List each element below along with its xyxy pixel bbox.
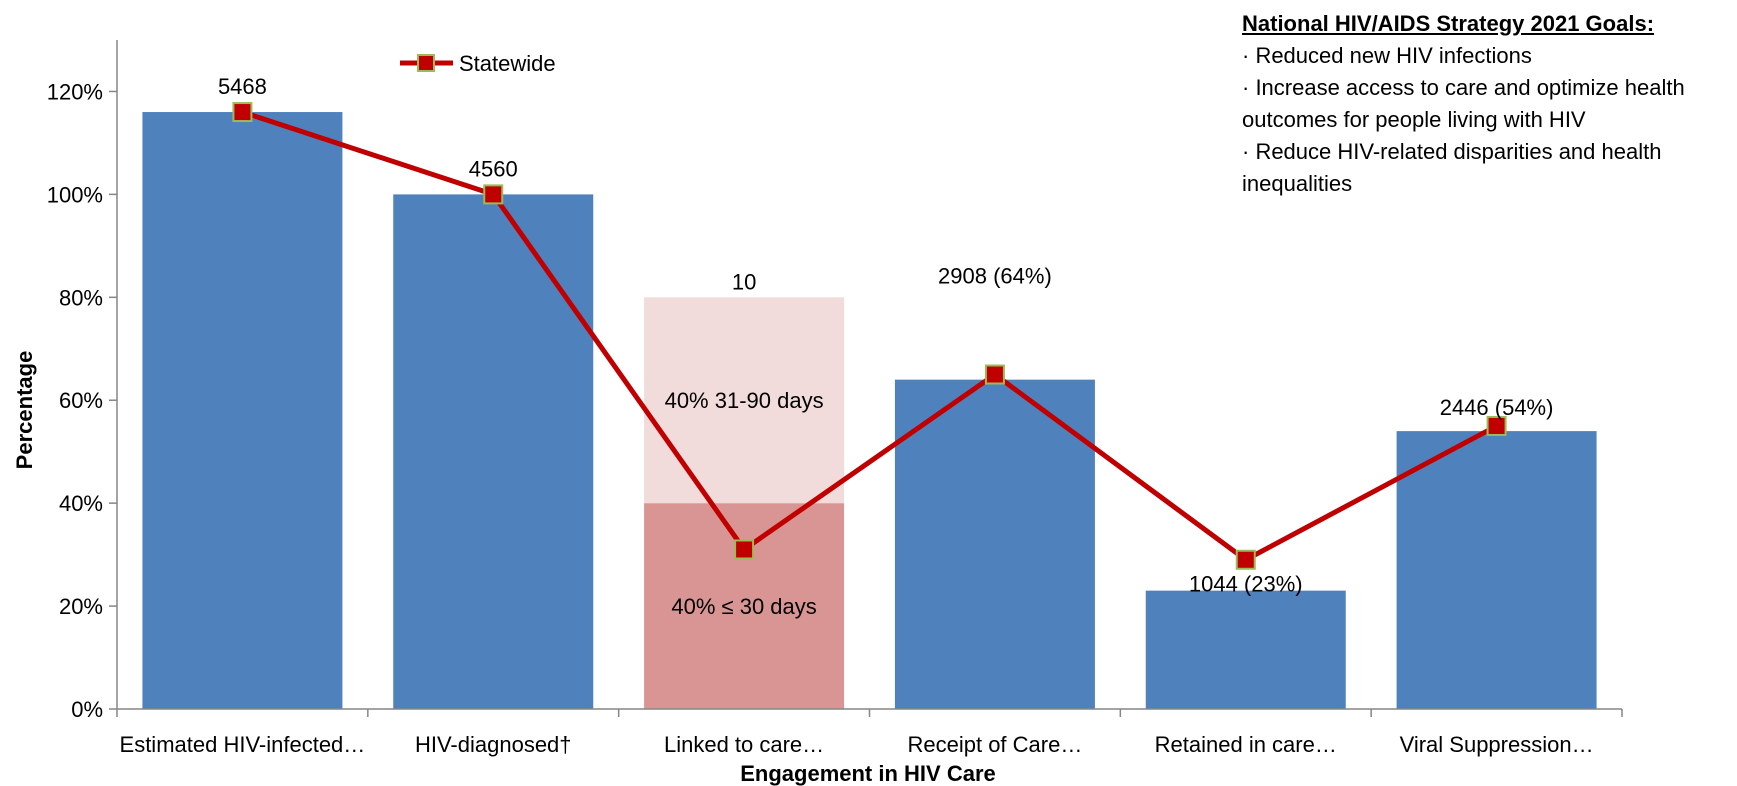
line-layer [232, 102, 1507, 570]
linkage-segment-label-2: 40% 31-90 days [665, 388, 824, 413]
y-tick-label: 120% [47, 79, 103, 104]
y-tick-label: 0% [71, 697, 103, 722]
statewide-point-2 [483, 184, 504, 205]
bar-4 [894, 379, 1095, 709]
linkage-segment-1 [644, 503, 845, 709]
statewide-point-6 [1486, 415, 1507, 436]
axes-layer: 0% 20% 40% 60% 80% 100% 120% Estimated HIV-infe… [47, 40, 1623, 757]
x-tick-label: Linked to care… [664, 732, 824, 757]
x-tick-label: Viral Suppression… [1400, 732, 1594, 757]
statewide-point-1 [232, 102, 253, 123]
y-tick-label: 100% [47, 182, 103, 207]
y-tick-label: 20% [59, 594, 103, 619]
statewide-point-5 [1235, 549, 1256, 570]
bar-label-1: 5468 [218, 74, 267, 99]
bar-label-4: 2908 (64%) [938, 263, 1052, 288]
bar-label-6: 2446 (54%) [1440, 395, 1554, 420]
y-axis-title: Percentage [12, 351, 37, 470]
goals-title: National HIV/AIDS Strategy 2021 Goals: [1242, 11, 1655, 36]
bar-label-3: 10 [732, 269, 756, 294]
y-tick-label: 60% [59, 388, 103, 413]
y-tick-label: 80% [59, 285, 103, 310]
bar-1 [142, 112, 343, 710]
x-tick-label: Retained in care… [1155, 732, 1337, 757]
x-tick-label: Estimated HIV-infected… [120, 732, 366, 757]
x-axis-title: Engagement in HIV Care [740, 761, 996, 786]
statewide-point-3 [734, 539, 755, 560]
labels-layer: 40% ≤ 30 days 40% 31-90 days 5468 4560 10 290… [218, 74, 1554, 619]
linkage-segment-label-1: 40% ≤ 30 days [671, 594, 816, 619]
bar-2 [393, 194, 594, 709]
legend-label-statewide: Statewide [459, 51, 556, 76]
legend: Statewide [400, 51, 556, 76]
bar-5 [1145, 590, 1346, 709]
goal-item-1: · Reduced new HIV infections [1242, 43, 1532, 68]
bar-label-5: 1044 (23%) [1189, 572, 1303, 597]
goal-item-2: · Increase access to care and optimize h… [1242, 75, 1685, 132]
statewide-point-4 [984, 364, 1005, 385]
strategy-goals-box: National HIV/AIDS Strategy 2021 Goals: ·… [1242, 8, 1732, 200]
bar-6 [1396, 431, 1597, 709]
x-tick-label: Receipt of Care… [907, 732, 1082, 757]
linkage-segment-2 [644, 297, 845, 504]
goal-item-3: · Reduce HIV-related disparities and hea… [1242, 139, 1662, 196]
statewide-line [241, 109, 1498, 563]
bars-layer [142, 112, 1597, 710]
legend-marker [417, 54, 435, 72]
bar-label-2: 4560 [469, 156, 518, 181]
y-tick-label: 40% [59, 491, 103, 516]
x-tick-label: HIV-diagnosed† [415, 732, 572, 757]
